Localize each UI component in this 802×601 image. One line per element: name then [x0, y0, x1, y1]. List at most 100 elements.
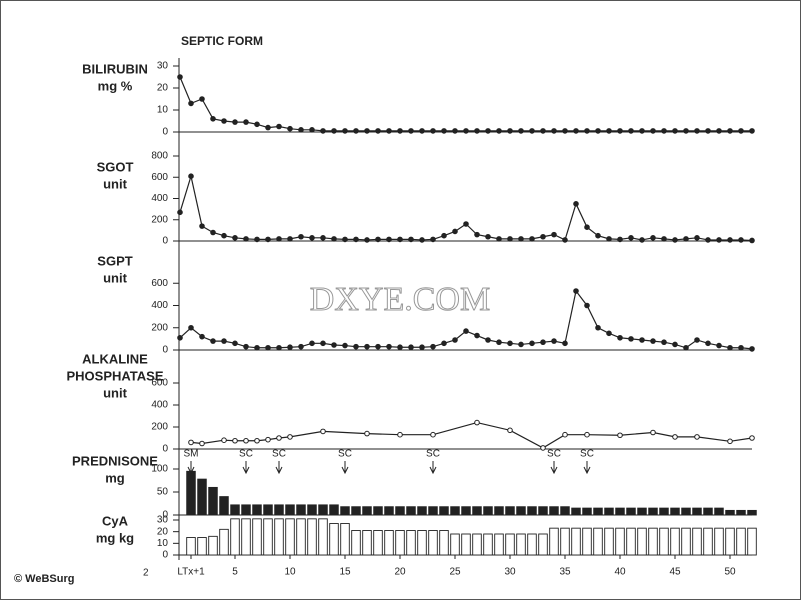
- data-point: [485, 233, 491, 240]
- data-point: [617, 334, 623, 341]
- bar: [406, 530, 416, 556]
- bar: [296, 518, 306, 556]
- y-tick-label: 800: [151, 151, 168, 162]
- data-point: [232, 437, 238, 444]
- data-point: [562, 340, 568, 347]
- data-point: [331, 342, 337, 348]
- bar: [593, 507, 603, 516]
- data-point: [397, 344, 403, 351]
- bar: [681, 507, 691, 516]
- bar: [439, 506, 449, 516]
- data-point: [430, 236, 436, 243]
- data-point: [221, 232, 227, 239]
- y-axis-label: PHOSPHATASE: [66, 368, 163, 383]
- annotation-label: SC: [426, 449, 440, 460]
- data-point: [650, 429, 656, 436]
- data-point: [177, 209, 183, 216]
- data-point: [353, 343, 359, 350]
- data-point: [573, 288, 579, 294]
- data-point: [727, 438, 733, 445]
- data-point: [650, 338, 656, 344]
- data-point: [540, 445, 546, 451]
- bar: [549, 506, 559, 516]
- bar: [351, 506, 361, 516]
- bar: [428, 506, 438, 516]
- annotation-label: SM: [184, 449, 199, 460]
- data-point: [265, 124, 271, 131]
- bar: [604, 527, 614, 556]
- data-point: [276, 344, 282, 351]
- bar: [263, 504, 273, 516]
- bar: [494, 533, 504, 556]
- bar: [516, 533, 526, 556]
- data-point: [617, 236, 623, 243]
- bar: [318, 518, 328, 556]
- y-tick-label: 0: [162, 550, 168, 561]
- data-point: [606, 330, 612, 337]
- x-tick-label: 15: [339, 567, 351, 578]
- data-point: [639, 337, 645, 343]
- y-tick-label: 200: [151, 322, 168, 333]
- data-point: [639, 237, 645, 243]
- data-point: [210, 338, 216, 344]
- y-tick-label: 600: [151, 378, 168, 389]
- data-point: [254, 344, 260, 351]
- y-tick-label: 0: [162, 127, 168, 138]
- data-point: [551, 128, 557, 134]
- y-axis-label: SGPT: [97, 253, 132, 268]
- data-point: [694, 128, 700, 134]
- data-point: [408, 344, 414, 351]
- bar: [285, 518, 295, 556]
- data-point: [540, 233, 546, 240]
- data-point: [419, 237, 425, 243]
- bar: [725, 509, 735, 516]
- data-point: [199, 333, 205, 340]
- bar: [637, 507, 647, 516]
- data-point: [320, 128, 326, 134]
- data-point: [485, 128, 491, 134]
- bar: [230, 504, 240, 516]
- bar: [461, 533, 471, 556]
- data-point: [529, 128, 535, 134]
- bar: [505, 533, 515, 556]
- data-point: [584, 128, 590, 134]
- data-point: [276, 236, 282, 242]
- data-point: [254, 121, 260, 128]
- data-point: [474, 231, 480, 238]
- bar: [538, 506, 548, 516]
- data-point: [199, 223, 205, 229]
- data-point: [628, 128, 634, 134]
- bar: [274, 504, 284, 516]
- bar: [439, 530, 449, 556]
- data-point: [672, 128, 678, 134]
- data-point: [617, 128, 623, 134]
- data-point: [738, 237, 744, 243]
- bar: [659, 527, 669, 556]
- data-point: [672, 341, 678, 348]
- data-point: [419, 128, 425, 134]
- y-tick-label: 600: [151, 278, 168, 289]
- bar: [747, 527, 757, 556]
- bar: [703, 527, 713, 556]
- data-point: [474, 419, 480, 426]
- x-tick-label: 10: [284, 567, 296, 578]
- x-tick-label: LTx+1: [177, 567, 205, 578]
- bar: [307, 518, 317, 556]
- data-point: [199, 440, 205, 447]
- y-tick-label: 400: [151, 400, 168, 411]
- bar: [615, 527, 625, 556]
- bar: [186, 470, 196, 516]
- data-point: [364, 430, 370, 437]
- data-point: [298, 343, 304, 350]
- data-point: [540, 128, 546, 134]
- bar: [428, 530, 438, 556]
- bar: [593, 527, 603, 556]
- bar: [241, 504, 251, 516]
- annotation-arrowhead: [275, 466, 283, 475]
- bar: [417, 506, 427, 516]
- data-point: [265, 344, 271, 351]
- bar: [571, 507, 581, 516]
- bar: [219, 496, 229, 516]
- y-axis-label: CyA: [102, 513, 129, 528]
